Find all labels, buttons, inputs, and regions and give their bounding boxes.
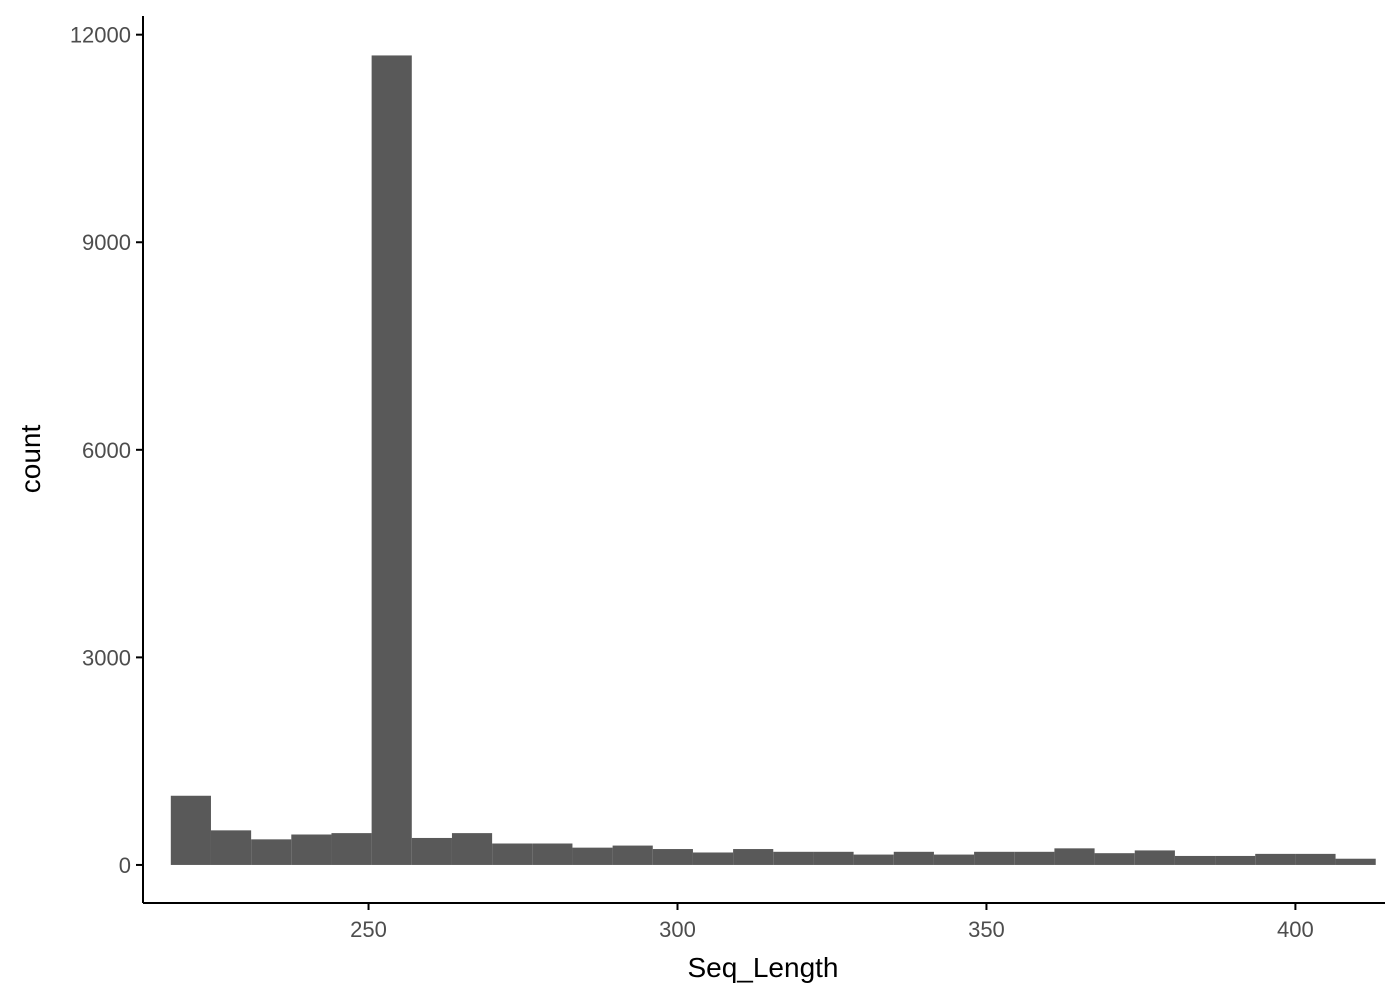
- histogram-bar: [813, 851, 854, 865]
- histogram-bar: [451, 833, 493, 865]
- histogram-bar: [893, 851, 934, 865]
- histogram-bar: [1094, 853, 1135, 865]
- x-axis-title: Seq_Length: [687, 952, 838, 983]
- histogram-bar: [291, 834, 332, 865]
- y-axis-title: count: [15, 425, 46, 494]
- x-tick-label: 400: [1277, 917, 1314, 942]
- histogram-bar: [733, 849, 774, 865]
- y-tick-label: 9000: [82, 230, 131, 255]
- histogram-bar: [331, 833, 372, 865]
- x-tick-label: 350: [968, 917, 1005, 942]
- histogram-bar: [170, 795, 211, 865]
- histogram-bar: [371, 55, 412, 865]
- histogram-bar: [1295, 853, 1336, 865]
- x-axis-ticks: 250 300 350 400: [350, 903, 1314, 942]
- y-tick-label: 12000: [70, 23, 131, 48]
- histogram-bar: [492, 843, 533, 865]
- y-tick-label: 6000: [82, 438, 131, 463]
- histogram-bar: [1215, 855, 1256, 865]
- histogram-bar: [251, 839, 292, 865]
- histogram-bar: [1174, 855, 1216, 865]
- histogram-bar: [974, 851, 1015, 865]
- histogram-bar: [652, 849, 693, 865]
- histogram-bar: [411, 837, 452, 865]
- y-axis-ticks: 0 3000 6000 9000 12000: [70, 23, 143, 878]
- histogram-bar: [210, 830, 252, 865]
- histogram-bar: [612, 845, 653, 865]
- histogram-bar: [853, 854, 894, 865]
- histogram-bar: [1134, 850, 1175, 865]
- histogram-bar: [572, 847, 613, 865]
- histogram-bar: [933, 854, 975, 865]
- histogram-bar: [1335, 858, 1376, 865]
- histogram-bar: [1054, 848, 1095, 865]
- x-tick-label: 250: [350, 917, 387, 942]
- histogram-bar: [1014, 851, 1055, 865]
- axes: [142, 16, 1385, 904]
- histogram-bar: [692, 852, 734, 865]
- x-tick-label: 300: [659, 917, 696, 942]
- histogram-bars: [170, 55, 1376, 865]
- y-tick-label: 0: [119, 853, 131, 878]
- histogram-bar: [532, 843, 573, 865]
- histogram-bar: [773, 851, 814, 865]
- y-tick-label: 3000: [82, 645, 131, 670]
- histogram-bar: [1255, 853, 1296, 865]
